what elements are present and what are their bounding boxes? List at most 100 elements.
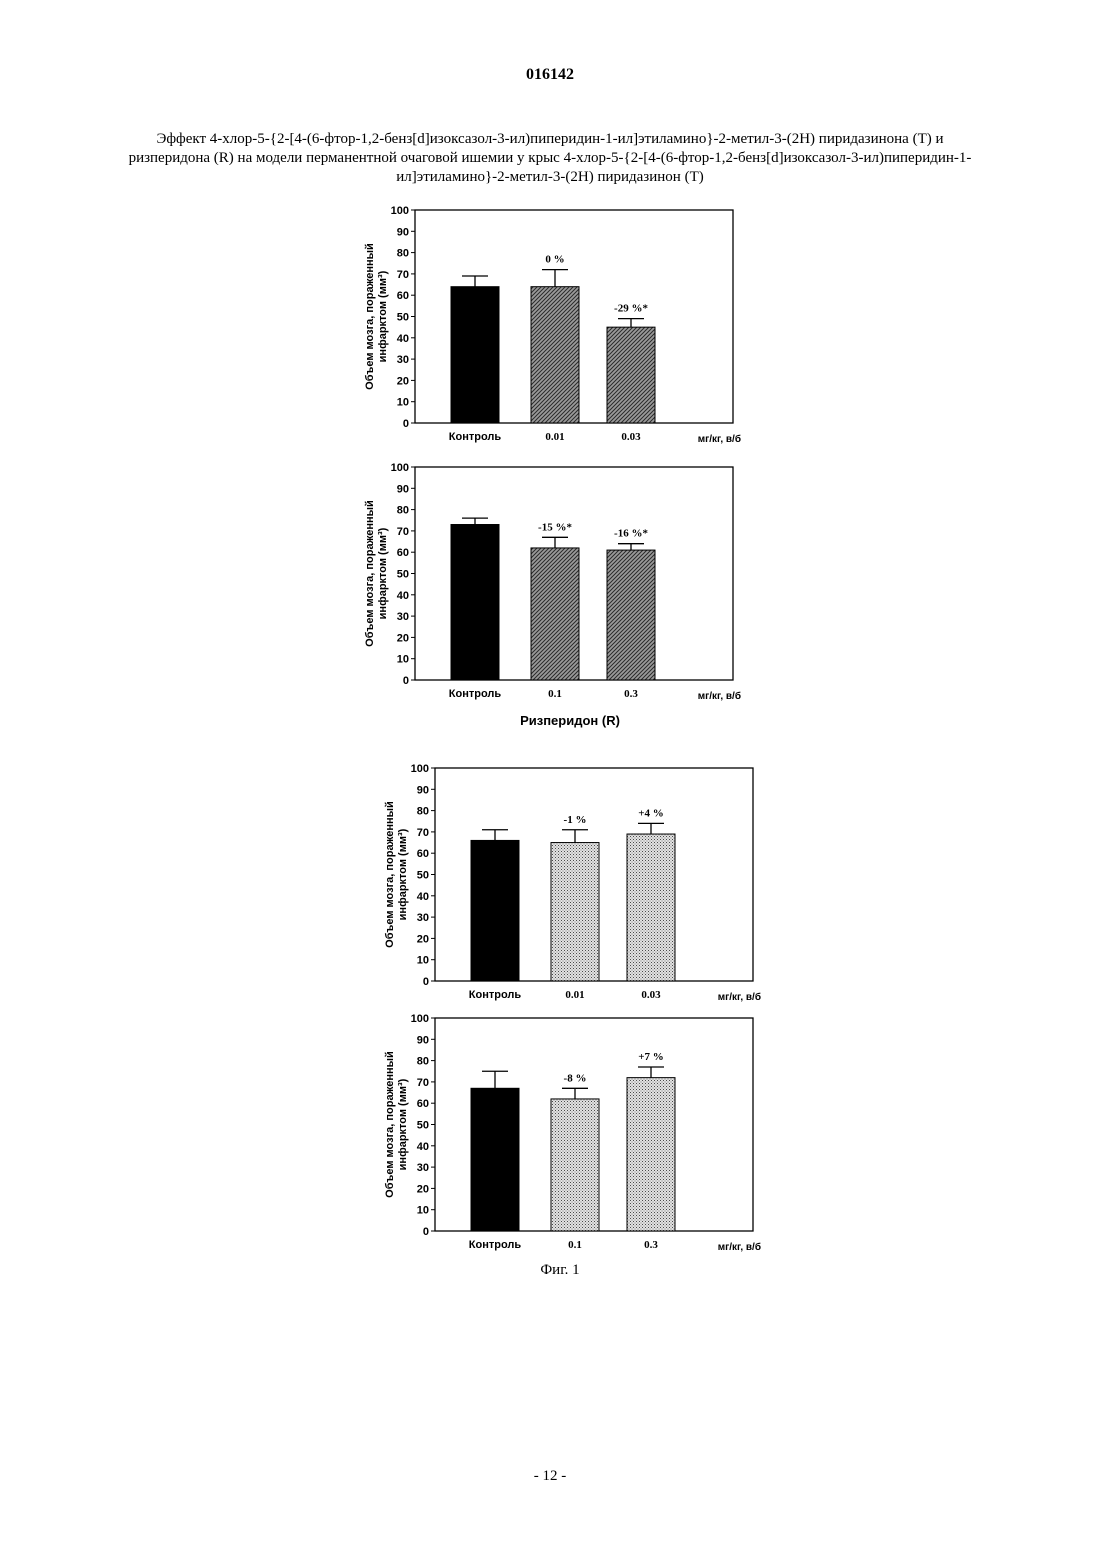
y-axis-label-line2: инфарктом (мм³): [397, 828, 409, 920]
page-number: - 12 -: [0, 1468, 1100, 1485]
y-tick-label: 70: [417, 827, 429, 839]
y-tick-label: 60: [417, 848, 429, 860]
y-tick-label: 50: [417, 870, 429, 882]
chart-t-panel-1: 0 10 20 30 40 50 60 70 80 90 100 Объем мозга, пораж…: [340, 200, 760, 455]
y-tick-label: 20: [417, 933, 429, 945]
y-tick-label: 60: [417, 1098, 429, 1110]
y-tick-label: 30: [397, 611, 409, 623]
x-tick-label: 0.1: [548, 688, 562, 700]
x-tick-label: 0.01: [565, 989, 584, 1001]
y-tick-label: 50: [397, 569, 409, 581]
figure-caption: Эффект 4-хлор-5-{2-[4-(6-фтор-1,2-бенз[d…: [120, 130, 980, 187]
y-axis-label-line1: Объем мозга, пораженный: [384, 1051, 396, 1198]
y-tick-label: 70: [397, 269, 409, 281]
y-tick-label: 10: [417, 1205, 429, 1217]
x-tick-label: Контроль: [469, 1239, 522, 1251]
x-tick-label: Контроль: [469, 989, 522, 1001]
chart-t-panel-2: 0102030405060708090100Объем мозга, пораж…: [360, 758, 780, 1013]
x-unit-label: мг/кг, в/б: [718, 991, 761, 1003]
y-axis-label-line2: инфарктом (мм³): [397, 1078, 409, 1170]
document-number: 016142: [0, 66, 1100, 84]
y-tick-label: 0: [403, 418, 409, 430]
y-axis-label: Объем мозга, пораженныйинфарктом (мм³): [364, 500, 389, 647]
chart-r-panel-1: 0102030405060708090100Объем мозга, пораж…: [340, 457, 760, 712]
y-axis-label: Объем мозга, пораженныйинфарктом (мм³): [384, 801, 409, 948]
chart-t-panel-1-svg: 0 10 20 30 40 50 60 70 80 90 100 Объем мозга, пораж…: [340, 200, 760, 455]
y-tick-label: 90: [397, 483, 409, 495]
bar-3: [627, 1078, 675, 1231]
y-tick-label: 80: [417, 806, 429, 818]
y-tick-label: 0: [423, 976, 429, 988]
y-tick-label: 40: [417, 1141, 429, 1153]
y-tick-label: 20: [397, 632, 409, 644]
chart-t-panel-2-svg: 0102030405060708090100Объем мозга, пораж…: [360, 758, 780, 1013]
risperidone-label: Ризперидон (R): [490, 713, 650, 728]
chart-r-panel-1-svg: 0102030405060708090100Объем мозга, пораж…: [340, 457, 760, 712]
x-tick-label: Контроль: [449, 688, 502, 700]
bar-annotation: -16 %*: [614, 528, 648, 540]
y-tick-label: 100: [391, 205, 409, 217]
bar-annotation: 0 %: [545, 254, 564, 266]
bar-1: [451, 525, 499, 680]
y-tick-label: 0: [423, 1226, 429, 1238]
y-tick-label: 70: [397, 526, 409, 538]
bar-1: [471, 840, 519, 981]
x-tick-label: Контроль: [449, 431, 502, 443]
y-tick-label: 90: [397, 226, 409, 238]
bar-2: [551, 843, 599, 981]
bar-2: [531, 287, 579, 423]
bar-1: [471, 1088, 519, 1231]
y-tick-label: 40: [397, 590, 409, 602]
y-axis-label-line2: инфарктом (мм³): [377, 270, 389, 362]
y-tick-label: 50: [417, 1120, 429, 1132]
y-axis-label: Объем мозга, пораженныйинфарктом (мм³): [364, 243, 389, 390]
y-tick-label: 20: [417, 1183, 429, 1195]
y-tick-label: 100: [391, 462, 409, 474]
x-tick-label: 0.3: [624, 688, 638, 700]
y-tick-label: 30: [417, 912, 429, 924]
x-tick-label: 0.03: [621, 431, 641, 443]
y-tick-label: 60: [397, 290, 409, 302]
y-tick-label: 30: [417, 1162, 429, 1174]
bar-3: [607, 550, 655, 680]
bar-1: [451, 287, 499, 423]
y-tick-label: 70: [417, 1077, 429, 1089]
y-axis-label-line1: Объем мозга, пораженный: [364, 500, 376, 647]
y-tick-label: 100: [411, 763, 429, 775]
bar-2: [531, 548, 579, 680]
x-tick-label: 0.03: [641, 989, 661, 1001]
x-tick-label: 0.01: [545, 431, 564, 443]
y-tick-label: 80: [417, 1056, 429, 1068]
y-tick-label: 0: [403, 675, 409, 687]
y-axis-label-line1: Объем мозга, пораженный: [364, 243, 376, 390]
bar-3: [627, 834, 675, 981]
bar-annotation: +7 %: [638, 1051, 664, 1063]
chart-r-panel-2: 0 10 20 30 40 50 60 70 80 90 100 Объем мозга, пораж…: [360, 1008, 780, 1263]
bar-3: [607, 327, 655, 423]
y-tick-label: 90: [417, 1034, 429, 1046]
y-tick-label: 90: [417, 784, 429, 796]
bar-annotation: -8 %: [564, 1072, 587, 1084]
y-tick-label: 40: [397, 333, 409, 345]
x-tick-label: 0.1: [568, 1239, 582, 1251]
y-tick-label: 10: [397, 397, 409, 409]
bar-annotation: -29 %*: [614, 303, 648, 315]
chart-r-panel-2-svg: 0 10 20 30 40 50 60 70 80 90 100 Объем мозга, пораж…: [360, 1008, 780, 1263]
x-tick-label: 0.3: [644, 1239, 658, 1251]
bar-2: [551, 1099, 599, 1231]
y-tick-label: 30: [397, 354, 409, 366]
y-tick-label: 60: [397, 547, 409, 559]
y-tick-label: 20: [397, 375, 409, 387]
y-tick-label: 80: [397, 248, 409, 260]
y-axis-label-line1: Объем мозга, пораженный: [384, 801, 396, 948]
bar-annotation: +4 %: [638, 807, 664, 819]
x-unit-label: мг/кг, в/б: [718, 1241, 761, 1253]
y-tick-label: 100: [411, 1013, 429, 1025]
bar-annotation: -15 %*: [538, 521, 572, 533]
bar-annotation: -1 %: [564, 814, 587, 826]
y-tick-label: 50: [397, 312, 409, 324]
y-axis-label-line2: инфарктом (мм³): [377, 527, 389, 619]
y-tick-label: 80: [397, 505, 409, 517]
figure-label: Фиг. 1: [500, 1262, 620, 1279]
y-tick-label: 10: [417, 955, 429, 967]
